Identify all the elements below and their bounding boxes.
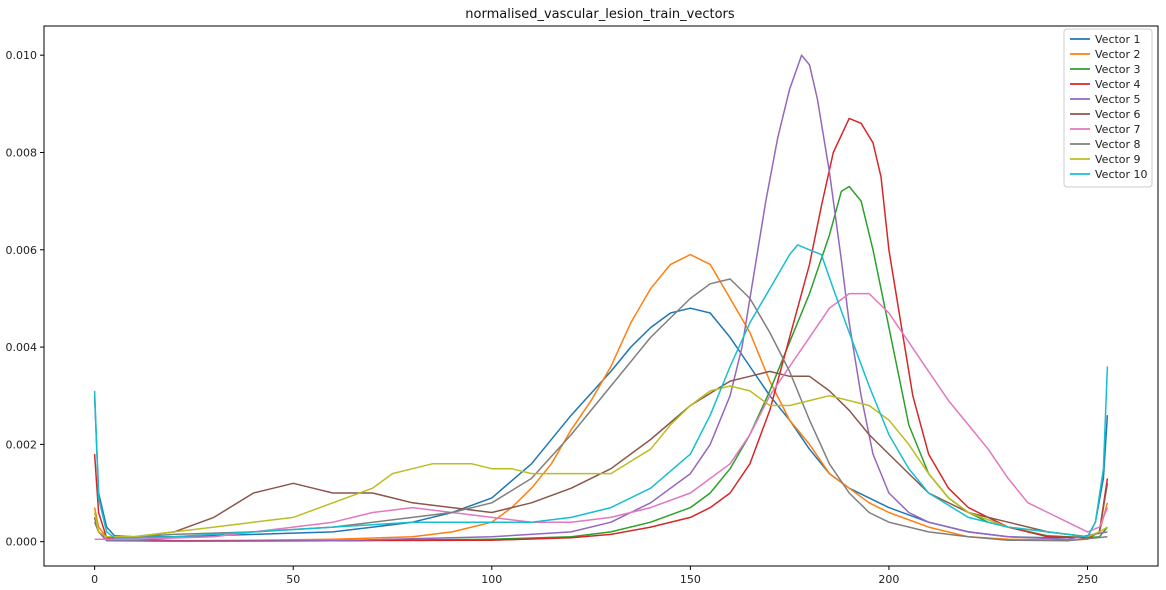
y-axis: 0.000 0.002 0.004 0.006 0.008 0.010 [6,49,44,549]
legend-label: Vector 10 [1095,168,1148,181]
y-tick-label: 0.004 [6,341,38,354]
series-line-2 [93,253,1109,542]
x-tick-label: 50 [286,573,300,586]
y-tick-label: 0.006 [6,244,38,257]
legend-label: Vector 7 [1095,123,1141,136]
x-tick-label: 150 [680,573,701,586]
x-tick-label: 0 [91,573,98,586]
series-line-10 [93,244,1109,539]
y-tick-label: 0.010 [6,49,38,62]
x-tick-label: 100 [481,573,502,586]
legend: Vector 1 Vector 2 Vector 3 Vector 4 Vector 5… [1063,28,1153,188]
legend-label: Vector 1 [1095,33,1141,46]
legend-label: Vector 5 [1095,93,1141,106]
series-line-9 [93,385,1108,538]
x-tick-label: 250 [1077,573,1098,586]
x-tick-label: 200 [878,573,899,586]
x-axis: 0 50 100 150 200 250 [91,566,1098,586]
series-line-3 [93,185,1108,542]
legend-label: Vector 9 [1095,153,1141,166]
plot-area [43,25,1159,567]
series-line-4 [93,117,1109,542]
legend-label: Vector 3 [1095,63,1141,76]
series-layer [93,54,1109,542]
series-line-7 [94,292,1109,540]
y-tick-label: 0.000 [6,536,38,549]
chart-title: normalised_vascular_lesion_train_vectors [465,7,735,22]
y-tick-label: 0.008 [6,146,38,159]
legend-label: Vector 8 [1095,138,1141,151]
legend-label: Vector 4 [1095,78,1141,91]
legend-label: Vector 2 [1095,48,1141,61]
legend-label: Vector 6 [1095,108,1141,121]
y-tick-label: 0.002 [6,438,38,451]
series-line-5 [93,54,1108,542]
